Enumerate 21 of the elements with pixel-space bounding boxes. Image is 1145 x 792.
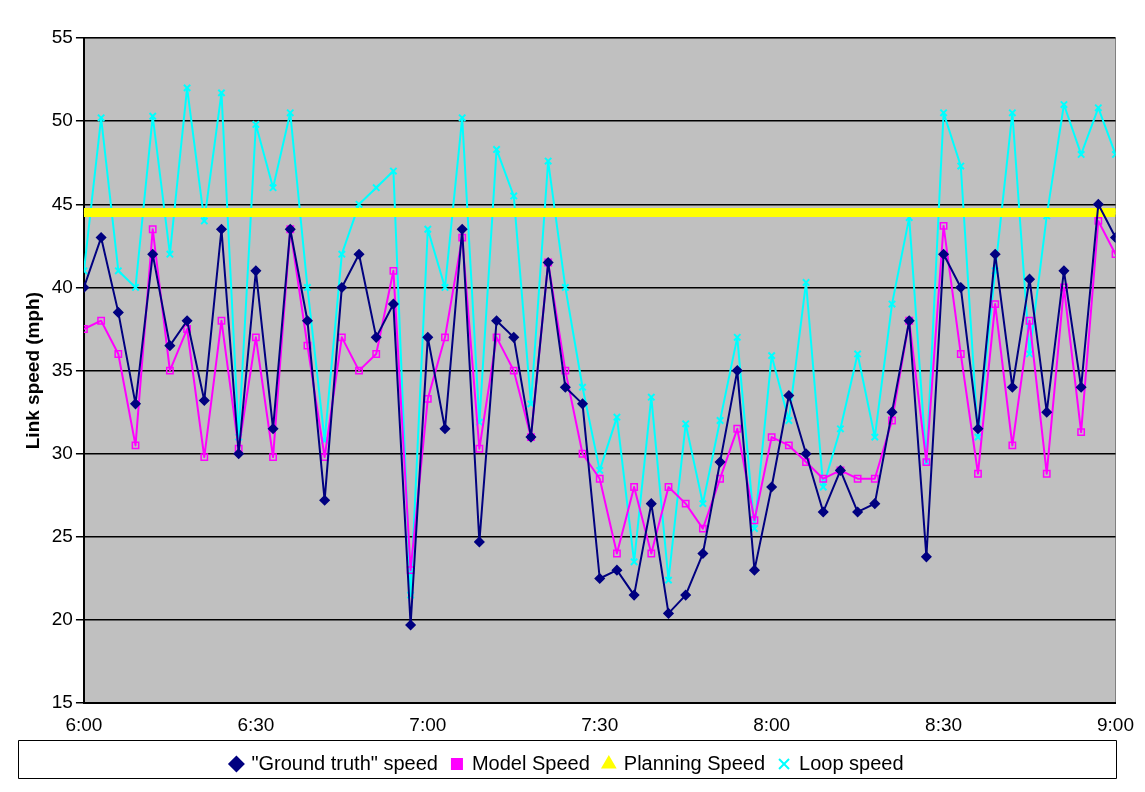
y-tick-label: 55 — [51, 26, 73, 48]
y-tick-label: 30 — [51, 441, 73, 463]
x-tick-label: 9:00 — [1097, 713, 1134, 735]
x-tick-label: 8:00 — [753, 713, 791, 735]
y-tick-label: 20 — [51, 608, 73, 630]
y-tick-label: 45 — [51, 192, 73, 214]
x-tick-label: 6:00 — [65, 713, 103, 735]
y-tick-label: 50 — [51, 109, 73, 131]
x-tick-label: 7:00 — [409, 713, 447, 735]
y-axis-title: Link speed (mph) — [21, 291, 43, 450]
y-tick-label: 35 — [51, 358, 73, 380]
y-tick-label: 40 — [51, 275, 73, 297]
y-tick-label: 15 — [51, 691, 73, 713]
legend-label: Planning Speed — [623, 751, 766, 774]
x-tick-label: 6:30 — [237, 713, 275, 735]
legend-label: Model Speed — [471, 751, 590, 774]
y-tick-label: 25 — [51, 525, 73, 547]
legend-label: "Ground truth" speed — [251, 751, 438, 774]
x-tick-label: 7:30 — [581, 713, 619, 735]
x-tick-label: 8:30 — [925, 713, 963, 735]
legend-label: Loop speed — [799, 751, 904, 774]
